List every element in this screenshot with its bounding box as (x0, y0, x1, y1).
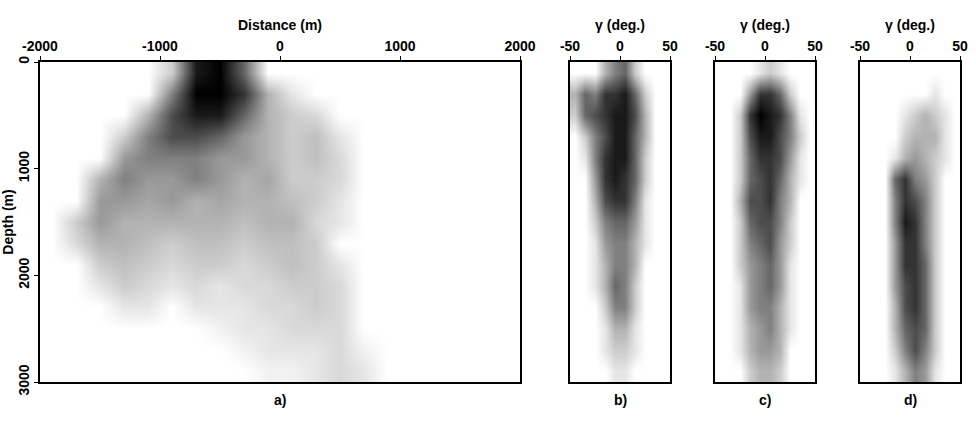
svg-text:d): d) (904, 392, 917, 408)
svg-text:-1000: -1000 (142, 38, 178, 54)
svg-text:50: 50 (662, 38, 678, 54)
svg-text:b): b) (614, 392, 627, 408)
svg-text:a): a) (274, 392, 286, 408)
svg-text:-50: -50 (560, 38, 580, 54)
svg-text:50: 50 (807, 38, 823, 54)
svg-text:50: 50 (952, 38, 968, 54)
svg-text:-50: -50 (850, 38, 870, 54)
svg-text:0: 0 (761, 38, 769, 54)
svg-text:0: 0 (616, 38, 624, 54)
svg-text:-2000: -2000 (22, 38, 58, 54)
svg-text:Distance (m): Distance (m) (238, 17, 322, 33)
svg-text:γ (deg.): γ (deg.) (740, 17, 790, 33)
svg-text:0: 0 (16, 56, 32, 64)
svg-text:γ (deg.): γ (deg.) (595, 17, 645, 33)
svg-text:3000: 3000 (16, 364, 32, 395)
svg-text:-50: -50 (705, 38, 725, 54)
svg-text:1000: 1000 (384, 38, 415, 54)
svg-text:c): c) (759, 392, 771, 408)
svg-text:0: 0 (276, 38, 284, 54)
svg-text:2000: 2000 (504, 38, 535, 54)
svg-text:1000: 1000 (16, 151, 32, 182)
svg-text:0: 0 (906, 38, 914, 54)
svg-text:Depth (m): Depth (m) (0, 189, 16, 254)
svg-text:2000: 2000 (16, 257, 32, 288)
svg-text:γ (deg.): γ (deg.) (885, 17, 935, 33)
